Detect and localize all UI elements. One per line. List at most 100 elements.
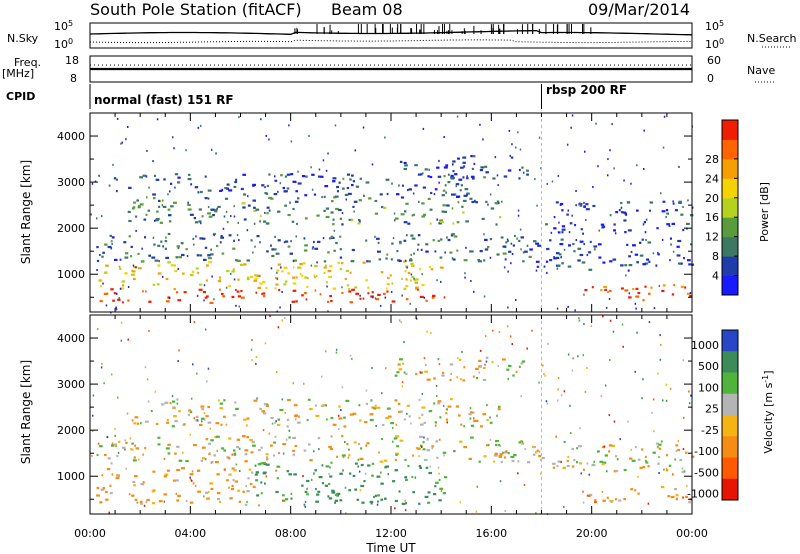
- power-noise-cell: [483, 295, 486, 298]
- nsky-panel: N.Sky 105 100 105 100 N.Search: [7, 19, 797, 51]
- power-noise-cell: [409, 302, 411, 305]
- power-data-cell: [301, 294, 304, 297]
- vel-noise-cell: [578, 319, 581, 322]
- power-data-cell: [556, 267, 559, 270]
- power-noise-cell: [222, 227, 225, 230]
- power-data-cell: [410, 279, 412, 282]
- vel-data-cell: [374, 404, 377, 407]
- vel-data-cell: [217, 492, 221, 495]
- vel-data-cell: [131, 442, 134, 445]
- vel-data-cell: [105, 498, 109, 501]
- vel-data-cell: [307, 443, 311, 446]
- power-noise-cell: [665, 216, 667, 218]
- vel-data-cell: [657, 462, 660, 465]
- power-data-cell: [656, 227, 659, 230]
- vel-noise-cell: [163, 500, 166, 503]
- vel-data-cell: [346, 443, 349, 446]
- power-noise-cell: [607, 174, 609, 177]
- power-data-cell: [119, 267, 122, 270]
- power-data-cell: [259, 220, 262, 223]
- vel-data-cell: [100, 488, 105, 491]
- vel-data-cell: [394, 499, 398, 503]
- vel-data-cell: [134, 475, 138, 478]
- vel-noise-cell: [398, 319, 401, 322]
- vel-data-cell: [265, 404, 270, 407]
- vel-data-cell: [498, 405, 501, 408]
- vel-data-cell: [290, 492, 293, 495]
- vel-data-cell: [602, 446, 605, 449]
- power-data-cell: [323, 260, 327, 263]
- power-data-cell: [396, 193, 400, 196]
- vel-data-cell: [441, 374, 445, 377]
- vel-data-cell: [219, 500, 222, 503]
- power-data-cell: [221, 252, 225, 255]
- power-data-cell: [158, 199, 161, 202]
- power-data-cell: [347, 192, 352, 195]
- vel-data-cell: [282, 494, 285, 497]
- vel-noise-cell: [683, 416, 685, 419]
- power-data-cell: [273, 248, 277, 251]
- power-data-cell: [292, 180, 297, 183]
- power-data-cell: [672, 202, 675, 205]
- power-colorbar-tick-label: 28: [705, 153, 719, 166]
- power-noise-cell: [135, 229, 137, 232]
- vel-data-cell: [532, 453, 536, 456]
- vel-noise-cell: [275, 420, 277, 423]
- vel-data-cell: [419, 444, 423, 447]
- vel-noise-cell: [652, 398, 655, 401]
- power-data-cell: [219, 189, 223, 192]
- vel-noise-cell: [580, 472, 582, 475]
- vel-noise-cell: [578, 317, 580, 320]
- vel-data-cell: [128, 493, 131, 496]
- power-data-cell: [377, 241, 380, 244]
- vel-noise-cell: [392, 426, 394, 429]
- power-ytick-label: 4000: [57, 130, 85, 143]
- power-data-cell: [390, 258, 393, 261]
- vel-data-cell: [254, 464, 257, 467]
- power-data-cell: [453, 235, 458, 238]
- vel-data-cell: [507, 377, 509, 381]
- power-data-cell: [634, 253, 639, 256]
- vel-data-cell: [166, 418, 169, 422]
- power-data-cell: [407, 271, 411, 274]
- power-data-cell: [274, 235, 276, 238]
- power-data-cell: [460, 184, 463, 187]
- vel-data-cell: [164, 401, 169, 404]
- vel-data-cell: [202, 457, 206, 460]
- power-data-cell: [456, 195, 461, 198]
- power-noise-cell: [325, 169, 328, 172]
- vel-noise-cell: [154, 390, 157, 393]
- vel-noise-cell: [191, 479, 193, 482]
- vel-data-cell: [175, 479, 179, 482]
- vel-data-cell: [469, 417, 472, 420]
- vel-data-cell: [96, 494, 100, 497]
- power-data-cell: [317, 240, 321, 243]
- power-data-cell: [110, 288, 114, 291]
- beam-title: Beam 08: [331, 0, 403, 19]
- time-axis-title: Time UT: [365, 541, 416, 554]
- vel-data-cell: [397, 363, 401, 366]
- power-data-cell: [428, 265, 431, 269]
- vel-data-cell: [367, 464, 371, 467]
- power-data-cell: [351, 248, 355, 252]
- vel-data-cell: [658, 447, 662, 450]
- power-data-cell: [470, 155, 473, 158]
- power-data-cell: [305, 298, 308, 301]
- vel-data-cell: [151, 502, 156, 505]
- power-noise-cell: [540, 167, 542, 170]
- power-data-cell: [132, 206, 136, 209]
- power-data-cell: [145, 290, 147, 293]
- power-ytick-label: 3000: [57, 176, 85, 189]
- power-data-cell: [443, 296, 446, 299]
- vel-data-cell: [381, 437, 383, 441]
- power-data-cell: [415, 286, 419, 289]
- vel-data-cell: [449, 363, 454, 366]
- power-data-cell: [365, 181, 370, 184]
- vel-data-cell: [251, 441, 255, 444]
- power-data-cell: [265, 286, 268, 290]
- vel-data-cell: [512, 374, 515, 377]
- power-noise-cell: [353, 210, 355, 213]
- power-noise-cell: [167, 193, 169, 196]
- power-data-cell: [178, 256, 182, 259]
- vel-data-cell: [172, 479, 177, 482]
